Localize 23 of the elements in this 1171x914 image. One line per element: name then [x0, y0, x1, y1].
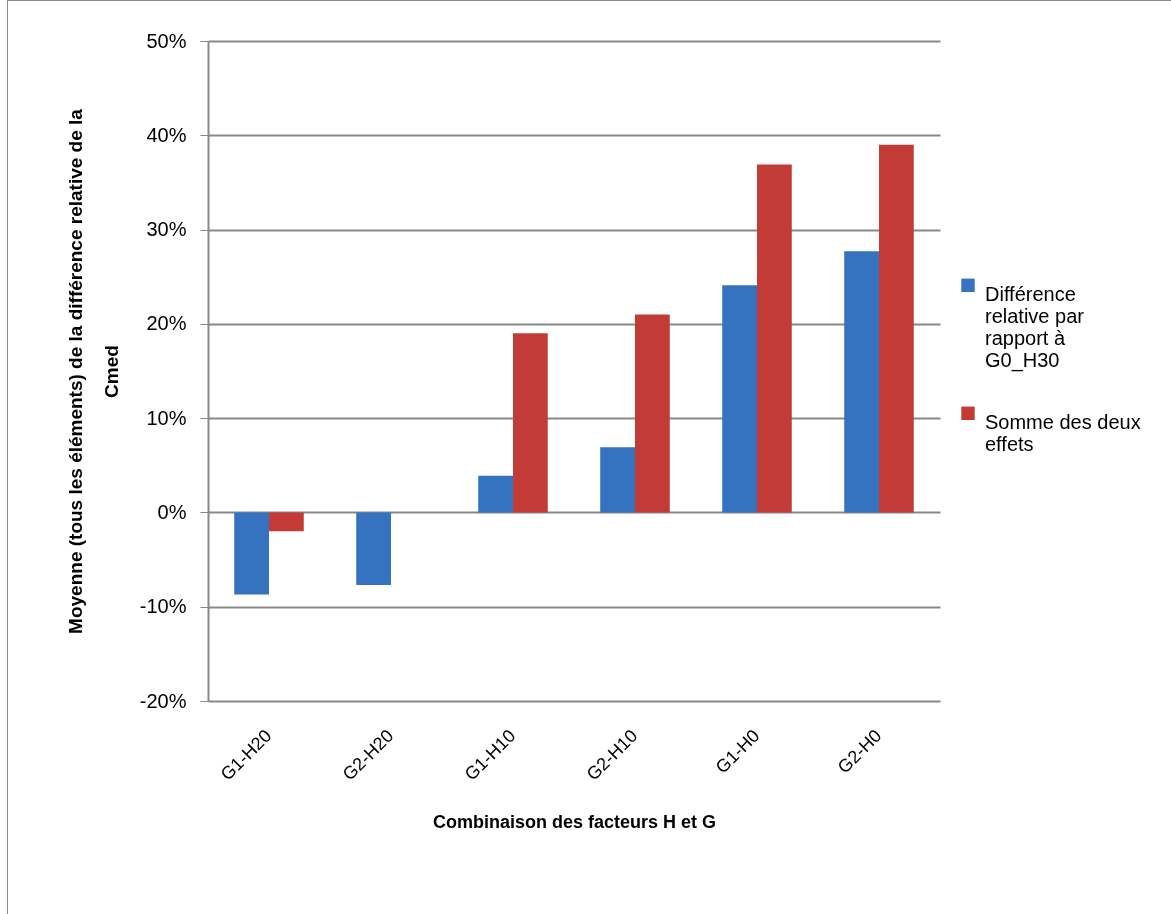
x-axis-title: Combinaison des facteurs H et G [432, 812, 717, 833]
y-tick-label: 40% [146, 123, 187, 146]
bar [234, 512, 269, 595]
bar [879, 144, 914, 513]
legend-label: Somme des deux effets [985, 411, 1141, 456]
y-tick-label: 30% [146, 218, 187, 241]
bar [513, 333, 548, 513]
bar [635, 314, 670, 513]
y-tick-label: 0% [157, 500, 187, 523]
y-tick-label: 20% [146, 312, 187, 335]
y-axis-title: Moyenne (tous les éléments) de la différence relative de la Cmed [64, 108, 122, 634]
bar [269, 512, 304, 532]
bar [722, 285, 757, 513]
bar [478, 475, 513, 513]
bar [600, 447, 635, 513]
y-tick-label: -10% [139, 595, 187, 618]
bar [844, 251, 879, 513]
y-tick-label: -20% [139, 689, 187, 712]
y-tick-label: 50% [146, 29, 187, 52]
bar [757, 164, 792, 513]
bar [356, 512, 391, 586]
y-tick-label: 10% [146, 406, 187, 429]
legend-label: Différence relative par rapport à G0_H30 [985, 283, 1085, 373]
